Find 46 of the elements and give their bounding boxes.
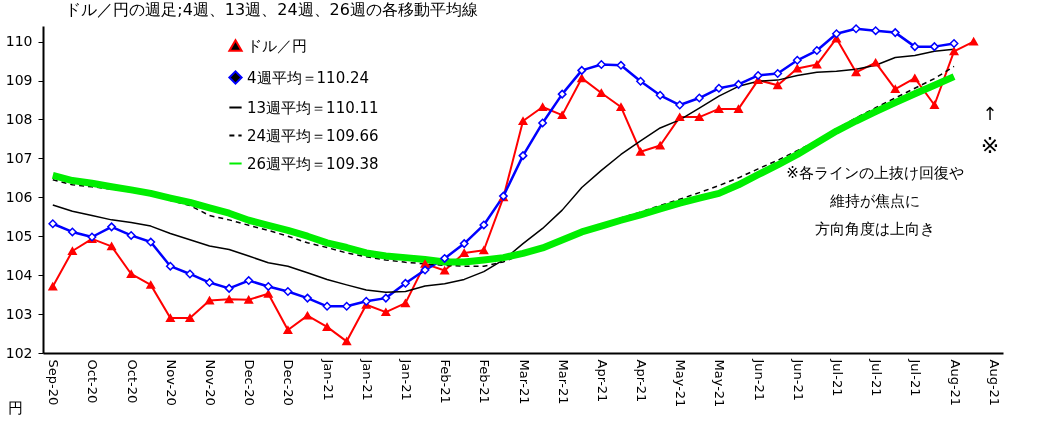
y-axis-title: 円 bbox=[8, 398, 23, 417]
x-tick-label: May-21 bbox=[673, 359, 689, 408]
x-tick-label: Nov-20 bbox=[163, 359, 179, 406]
y-tick-label: 108 bbox=[5, 110, 33, 127]
x-tick-label: Jun-21 bbox=[790, 358, 806, 402]
annotation: ※各ラインの上抜け回復や bbox=[786, 164, 964, 182]
x-tick-label: Mar-21 bbox=[555, 359, 571, 405]
x-tick-label: Apr-21 bbox=[634, 359, 650, 403]
y-tick-label: 107 bbox=[5, 149, 33, 166]
x-tick-label: Jul-21 bbox=[829, 358, 845, 397]
x-tick-label: Aug-21 bbox=[986, 359, 1002, 407]
x-tick-label: Apr-21 bbox=[594, 359, 610, 403]
legend-label: ドル／円 bbox=[247, 36, 307, 55]
x-tick-label: Sep-20 bbox=[46, 359, 62, 406]
y-tick-label: 102 bbox=[5, 344, 33, 361]
legend-label: 13週平均＝110.11 bbox=[247, 98, 379, 117]
x-tick-label: Oct-20 bbox=[124, 359, 140, 404]
annotation: ※ bbox=[980, 133, 1000, 158]
x-tick-label: Feb-21 bbox=[477, 359, 493, 404]
x-tick-label: Dec-20 bbox=[281, 359, 297, 406]
x-tick-label: Jan-21 bbox=[398, 358, 414, 401]
legend-label: 26週平均＝109.38 bbox=[247, 154, 379, 173]
x-tick-label: Feb-21 bbox=[438, 359, 454, 404]
x-tick-label: Nov-20 bbox=[203, 359, 219, 406]
x-tick-label: Oct-20 bbox=[85, 359, 101, 404]
chart-title: ドル／円の週足;4週、13週、24週、26週の各移動平均線 bbox=[65, 0, 478, 20]
legend-label: 4週平均＝110.24 bbox=[247, 68, 370, 87]
x-tick-label: May-21 bbox=[712, 359, 728, 408]
x-tick-label: Dec-20 bbox=[242, 359, 258, 406]
x-tick-label: Jul-21 bbox=[869, 358, 885, 397]
x-tick-label: Jun-21 bbox=[751, 358, 767, 402]
x-tick-label: Jan-21 bbox=[359, 358, 375, 401]
legend-label: 24週平均＝109.66 bbox=[247, 126, 379, 145]
y-tick-label: 109 bbox=[5, 72, 33, 88]
annotation: 維持が焦点に bbox=[829, 192, 920, 210]
x-tick-label: Mar-21 bbox=[516, 359, 532, 405]
x-tick-label: Aug-21 bbox=[947, 359, 963, 407]
y-tick-label: 103 bbox=[5, 305, 33, 322]
x-tick-label: Jan-21 bbox=[320, 358, 336, 401]
y-tick-label: 106 bbox=[5, 188, 33, 205]
x-tick-label: Jul-21 bbox=[908, 358, 924, 397]
annotation: 方向角度は上向き bbox=[815, 220, 935, 238]
y-tick-label: 110 bbox=[5, 33, 33, 50]
y-tick-label: 104 bbox=[5, 266, 33, 283]
annotation: ↑ bbox=[982, 103, 998, 124]
y-tick-label: 105 bbox=[5, 227, 33, 244]
